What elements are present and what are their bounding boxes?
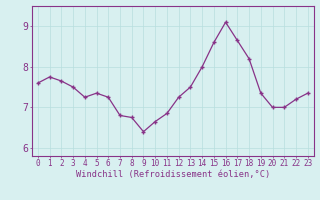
X-axis label: Windchill (Refroidissement éolien,°C): Windchill (Refroidissement éolien,°C) [76, 170, 270, 179]
